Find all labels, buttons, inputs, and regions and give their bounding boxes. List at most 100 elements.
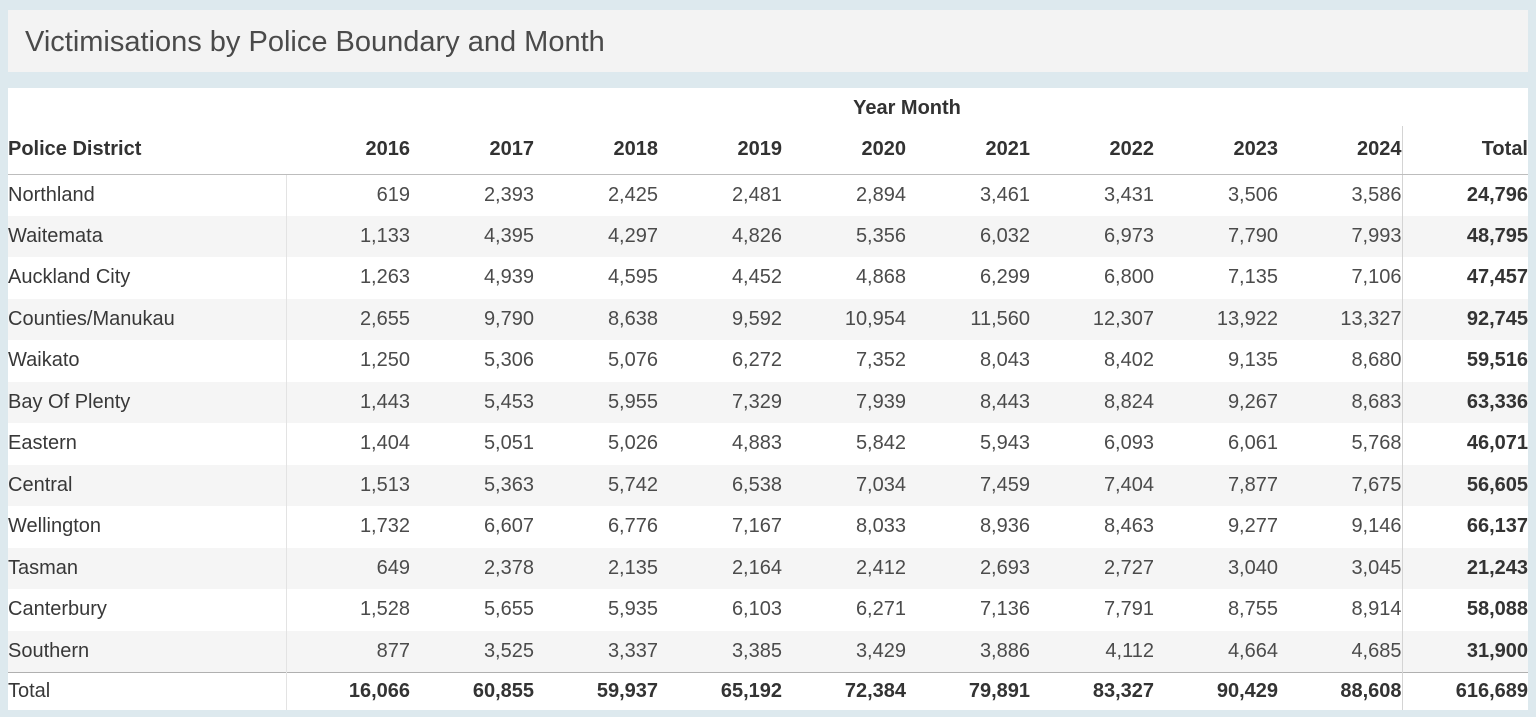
value-cell[interactable]: 8,914: [1351, 598, 1402, 621]
row-field-label[interactable]: Police District: [8, 126, 286, 175]
value-cell[interactable]: 10,954: [844, 307, 906, 330]
value-cell[interactable]: 8,824: [1103, 390, 1154, 413]
value-cell[interactable]: 7,993: [1351, 224, 1402, 247]
value-cell[interactable]: 5,842: [855, 432, 906, 455]
value-cell[interactable]: 6,973: [1103, 224, 1154, 247]
value-cell[interactable]: 6,299: [979, 266, 1030, 289]
value-cell[interactable]: 5,453: [483, 390, 534, 413]
value-cell[interactable]: 2,164: [731, 556, 782, 579]
value-cell[interactable]: 8,443: [979, 390, 1030, 413]
value-cell[interactable]: 6,103: [731, 598, 782, 621]
year-header[interactable]: 2020: [782, 126, 906, 175]
year-header[interactable]: 2021: [906, 126, 1030, 175]
value-cell[interactable]: 6,271: [855, 598, 906, 621]
value-cell[interactable]: 877: [285, 630, 410, 672]
value-cell[interactable]: 4,883: [731, 432, 782, 455]
value-cell[interactable]: 7,329: [731, 390, 782, 413]
value-cell[interactable]: 9,790: [483, 307, 534, 330]
value-cell[interactable]: 8,043: [979, 349, 1030, 372]
grand-total-cell[interactable]: 616,689: [1401, 671, 1528, 710]
value-cell[interactable]: 9,267: [1227, 390, 1278, 413]
district-label[interactable]: Canterbury: [8, 598, 107, 621]
value-cell[interactable]: 2,481: [731, 183, 782, 206]
value-cell[interactable]: 6,061: [1227, 432, 1278, 455]
value-cell[interactable]: 1,263: [285, 257, 410, 299]
value-cell[interactable]: 7,352: [855, 349, 906, 372]
year-header[interactable]: 2024: [1278, 126, 1402, 175]
value-cell[interactable]: 5,356: [855, 224, 906, 247]
value-cell[interactable]: 5,026: [607, 432, 658, 455]
value-cell[interactable]: 3,045: [1351, 556, 1402, 579]
row-total-cell[interactable]: 24,796: [1401, 174, 1528, 216]
district-label[interactable]: Northland: [8, 183, 95, 206]
grand-total-value-cell[interactable]: 59,937: [534, 671, 658, 710]
total-column-header[interactable]: Total: [1401, 126, 1528, 175]
value-cell[interactable]: 8,683: [1351, 390, 1402, 413]
year-header[interactable]: 2018: [534, 126, 658, 175]
district-label[interactable]: Bay Of Plenty: [8, 390, 131, 413]
value-cell[interactable]: 1,513: [285, 464, 410, 506]
value-cell[interactable]: 2,727: [1103, 556, 1154, 579]
value-cell[interactable]: 4,112: [1105, 639, 1154, 662]
value-cell[interactable]: 4,868: [855, 266, 906, 289]
row-total-cell[interactable]: 59,516: [1401, 340, 1528, 382]
value-cell[interactable]: 7,404: [1103, 473, 1154, 496]
row-total-cell[interactable]: 66,137: [1401, 506, 1528, 548]
column-group-label[interactable]: Year Month: [853, 97, 961, 119]
value-cell[interactable]: 1,250: [285, 340, 410, 382]
row-total-cell[interactable]: 21,243: [1401, 547, 1528, 589]
grand-total-value-cell[interactable]: 65,192: [658, 671, 782, 710]
district-label[interactable]: Central: [8, 473, 73, 496]
value-cell[interactable]: 1,404: [285, 423, 410, 465]
value-cell[interactable]: 2,693: [979, 556, 1030, 579]
value-cell[interactable]: 2,393: [483, 183, 534, 206]
district-label[interactable]: Waitemata: [8, 224, 103, 247]
year-header[interactable]: 2023: [1154, 126, 1278, 175]
grand-total-value-cell[interactable]: 16,066: [285, 671, 410, 710]
value-cell[interactable]: 4,595: [607, 266, 658, 289]
value-cell[interactable]: 8,463: [1103, 515, 1154, 538]
year-header[interactable]: 2022: [1030, 126, 1154, 175]
grand-total-label[interactable]: Total: [8, 671, 286, 710]
value-cell[interactable]: 2,378: [483, 556, 534, 579]
value-cell[interactable]: 4,939: [483, 266, 534, 289]
value-cell[interactable]: 7,790: [1227, 224, 1278, 247]
value-cell[interactable]: 13,327: [1340, 307, 1402, 330]
value-cell[interactable]: 12,307: [1092, 307, 1154, 330]
district-label[interactable]: Auckland City: [8, 266, 131, 289]
year-header[interactable]: 2017: [410, 126, 534, 175]
value-cell[interactable]: 13,922: [1216, 307, 1278, 330]
value-cell[interactable]: 11,560: [970, 307, 1030, 330]
value-cell[interactable]: 8,936: [979, 515, 1030, 538]
value-cell[interactable]: 7,459: [979, 473, 1030, 496]
value-cell[interactable]: 4,685: [1351, 639, 1402, 662]
value-cell[interactable]: 3,431: [1103, 183, 1154, 206]
value-cell[interactable]: 8,033: [855, 515, 906, 538]
value-cell[interactable]: 7,791: [1103, 598, 1154, 621]
value-cell[interactable]: 3,040: [1227, 556, 1278, 579]
value-cell[interactable]: 4,664: [1227, 639, 1278, 662]
value-cell[interactable]: 5,655: [483, 598, 534, 621]
grand-total-value-cell[interactable]: 90,429: [1154, 671, 1278, 710]
value-cell[interactable]: 3,461: [979, 183, 1030, 206]
value-cell[interactable]: 8,755: [1227, 598, 1278, 621]
value-cell[interactable]: 3,429: [855, 639, 906, 662]
value-cell[interactable]: 7,106: [1351, 266, 1402, 289]
value-cell[interactable]: 5,943: [979, 432, 1030, 455]
district-label[interactable]: Southern: [8, 639, 90, 662]
value-cell[interactable]: 6,272: [731, 349, 782, 372]
value-cell[interactable]: 6,538: [731, 473, 782, 496]
value-cell[interactable]: 9,146: [1351, 515, 1402, 538]
value-cell[interactable]: 7,135: [1227, 266, 1278, 289]
district-label[interactable]: Wellington: [8, 515, 102, 538]
grand-total-value-cell[interactable]: 88,608: [1278, 671, 1402, 710]
value-cell[interactable]: 2,655: [285, 298, 410, 340]
value-cell[interactable]: 5,935: [607, 598, 658, 621]
grand-total-value-cell[interactable]: 60,855: [410, 671, 534, 710]
value-cell[interactable]: 8,402: [1103, 349, 1154, 372]
value-cell[interactable]: 8,680: [1351, 349, 1402, 372]
value-cell[interactable]: 7,939: [855, 390, 906, 413]
value-cell[interactable]: 1,732: [285, 506, 410, 548]
grand-total-value-cell[interactable]: 72,384: [782, 671, 906, 710]
value-cell[interactable]: 7,034: [855, 473, 906, 496]
